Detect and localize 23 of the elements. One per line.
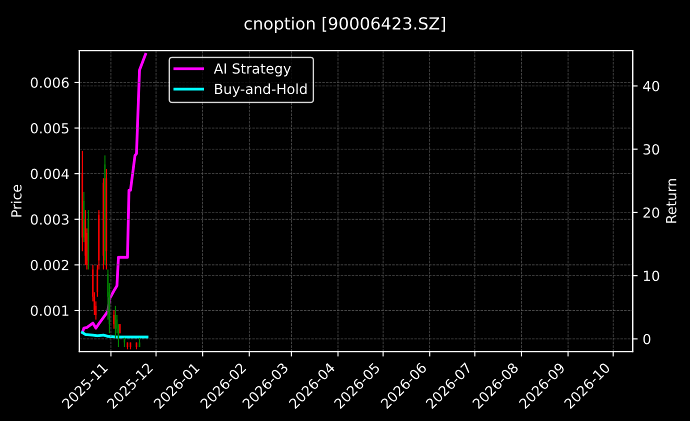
y-tick-label: 0.001 (30, 305, 68, 316)
legend-label: Buy-and-Hold (215, 83, 307, 97)
line-series (80, 52, 147, 334)
y-tick-label: 0.005 (30, 123, 68, 134)
legend-label: AI Strategy (214, 63, 291, 76)
candlestick (124, 337, 126, 348)
y2-tick-label: 20 (643, 207, 660, 218)
y2-axis-title: Return (666, 179, 676, 223)
y2-tick-label: 10 (644, 270, 660, 282)
candlestick (130, 342, 132, 350)
y-tick-label: 0.006 (30, 77, 69, 88)
y2-tick-label: 40 (643, 80, 660, 92)
y-tick-label: 0.003 (30, 214, 69, 225)
chart-title: cnoption [90006423.SZ] (244, 16, 445, 33)
y2-tick-label: 30 (644, 144, 660, 155)
y-tick-label: 0.004 (30, 168, 69, 180)
candlestick (126, 342, 128, 350)
candlestick (138, 337, 140, 348)
y2-tick-label: 0 (643, 334, 650, 344)
y-axis-title: Price (10, 184, 22, 217)
y-tick-label: 0.002 (30, 260, 68, 270)
candlestick (119, 324, 121, 334)
candlestick (136, 342, 138, 350)
